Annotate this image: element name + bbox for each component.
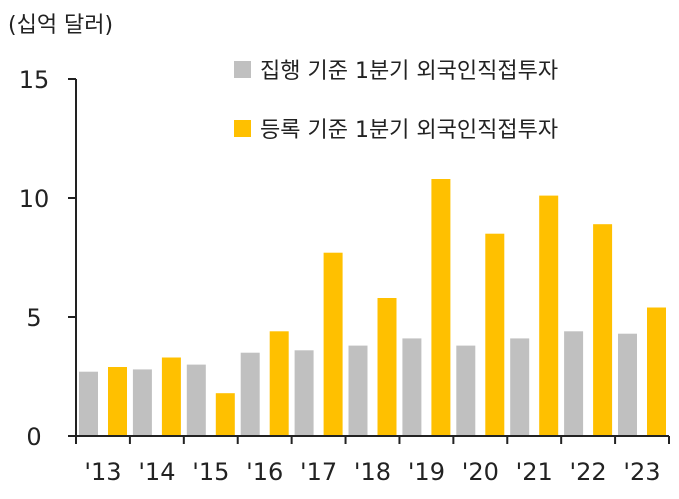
x-tick-label: '15 [192, 458, 229, 486]
bars [79, 179, 666, 436]
legend-swatch-series-1 [234, 61, 251, 78]
y-tick-label: 5 [26, 304, 41, 332]
bar-series-1 [618, 333, 637, 436]
legend: 집행 기준 1분기 외국인직접투자 등록 기준 1분기 외국인직접투자 [234, 59, 558, 143]
bar-series-2 [377, 298, 397, 436]
bar-series-2 [539, 195, 559, 436]
bar-series-1 [510, 338, 530, 436]
bar-series-2 [269, 331, 289, 436]
bar-series-2 [161, 357, 181, 436]
bar-series-2 [431, 179, 451, 436]
bar-series-2 [215, 393, 235, 436]
bar-series-1 [294, 350, 314, 436]
bar-series-1 [402, 338, 422, 436]
y-tick-label: 0 [26, 423, 41, 451]
bar-series-1 [186, 364, 206, 436]
y-axis: 0 5 10 15 [19, 66, 76, 451]
y-axis-unit-label: (십억 달러) [8, 13, 113, 38]
y-tick-label: 15 [19, 66, 50, 94]
x-tick-label: '22 [570, 458, 607, 486]
bar-series-1 [564, 331, 584, 436]
x-tick-label: '13 [84, 458, 121, 486]
bar-series-2 [647, 307, 666, 436]
legend-label-series-2: 등록 기준 1분기 외국인직접투자 [260, 118, 558, 143]
x-axis: '13 '14 '15 '16 '17 '18 '19 '20 '21 '22 '23 [75, 436, 670, 486]
bar-series-2 [485, 233, 505, 436]
bar-series-1 [79, 371, 98, 436]
bar-series-2 [593, 224, 613, 436]
bar-series-1 [456, 345, 476, 436]
x-tick-label: '17 [300, 458, 337, 486]
x-tick-label: '19 [408, 458, 445, 486]
x-tick-label: '20 [462, 458, 499, 486]
bar-series-1 [348, 345, 368, 436]
x-tick-label: '23 [623, 458, 660, 486]
bar-series-1 [240, 352, 260, 436]
x-tick-label: '18 [354, 458, 391, 486]
bar-series-2 [323, 252, 343, 436]
y-tick-label: 10 [19, 185, 50, 213]
x-tick-label: '14 [138, 458, 175, 486]
x-tick-label: '16 [246, 458, 283, 486]
x-tick-label: '21 [516, 458, 553, 486]
bar-series-1 [132, 369, 152, 436]
legend-swatch-series-2 [234, 120, 251, 137]
legend-label-series-1: 집행 기준 1분기 외국인직접투자 [260, 59, 558, 84]
bar-series-2 [108, 367, 127, 436]
